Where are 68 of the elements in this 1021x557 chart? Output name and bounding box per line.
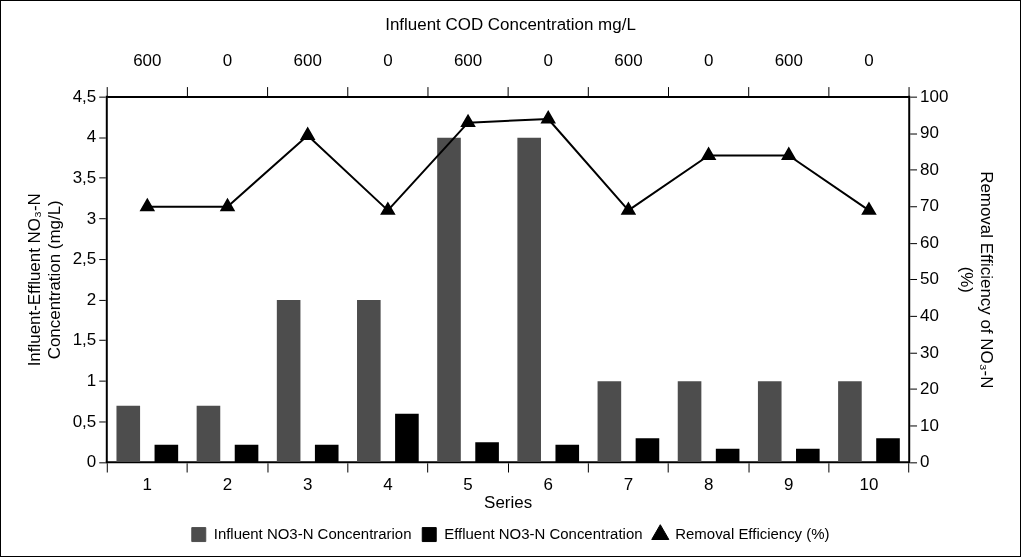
bar [357,300,381,463]
y-axis-title: Influent-Effluent NO₃-N Concentration (mg/L) [24,193,65,367]
point [461,114,476,128]
bar [276,300,301,463]
y-tick-label: 4,5 [72,86,97,106]
y2-tick-label: 10 [920,415,939,435]
bar [597,381,622,463]
x-tick-label: 1 [142,475,153,495]
point [541,111,556,124]
x-axis-title: Series [484,492,533,512]
y-tick-label: 2,5 [72,249,97,269]
point [140,198,155,212]
bar [196,405,221,463]
y2-tick-label: 40 [920,306,939,326]
text: 600 [614,50,643,70]
point [781,147,796,161]
y2-axis-title: Removal Efficiency of NO₃-N (%) [956,171,997,389]
y-tick-label: 4 [86,127,97,147]
point [220,198,235,212]
text: 0 [703,50,714,70]
y2-tick-label: 50 [920,269,939,289]
y-tick-label: 0,5 [72,411,97,431]
text: 600 [133,50,162,70]
y2-tick-label: 90 [920,123,939,143]
legend-label: Influent NO3-N Concentrarion [213,524,412,542]
y2-tick-label: 0 [920,452,930,472]
y-tick-label: 2 [86,289,97,309]
y2-tick-label: 100 [920,86,949,106]
x-tick-label: 2 [222,475,233,495]
x-tick-label: 6 [543,475,553,495]
x-tick-label: 8 [703,475,714,495]
chart-title: Influent COD Concentration mg/L [385,14,636,34]
bar [116,405,141,463]
y2-tick-label: 70 [920,196,939,216]
text: 0 [864,50,874,70]
x-tick-label: 7 [623,475,634,495]
text: 0 [543,50,553,70]
text: 600 [293,50,322,70]
y2-tick-label: 30 [920,342,939,362]
y-tick-label: 1,5 [72,330,97,350]
x-tick-label: 9 [784,475,794,495]
y-tick-label: 3,5 [72,167,97,187]
x-tick-label: 4 [383,475,393,495]
bar [838,381,862,463]
bar [757,381,782,463]
x-tick-label: 5 [463,475,473,495]
y-tick-label: 3 [86,208,97,228]
bar [517,137,541,463]
y-tick-label: 0 [86,452,97,472]
text: 0 [383,50,393,70]
point [701,147,716,161]
point [861,202,877,215]
text: 0 [222,50,233,70]
text: 600 [774,50,803,70]
point [621,202,636,215]
y-tick-label: 1 [86,371,97,390]
y2-tick-label: 80 [920,159,939,179]
bar [437,137,461,463]
legend-label: Removal Efficiency (%) [675,524,830,542]
bar [677,381,702,463]
y2-tick-label: 20 [920,379,939,399]
point [300,127,315,140]
y2-tick-label: 60 [920,232,939,252]
point [380,202,395,215]
x-tick-label: 3 [302,475,313,495]
legend-label: Effluent NO3-N Concentration [444,524,643,542]
text: 600 [453,50,483,70]
x-tick-label: 10 [859,475,879,495]
